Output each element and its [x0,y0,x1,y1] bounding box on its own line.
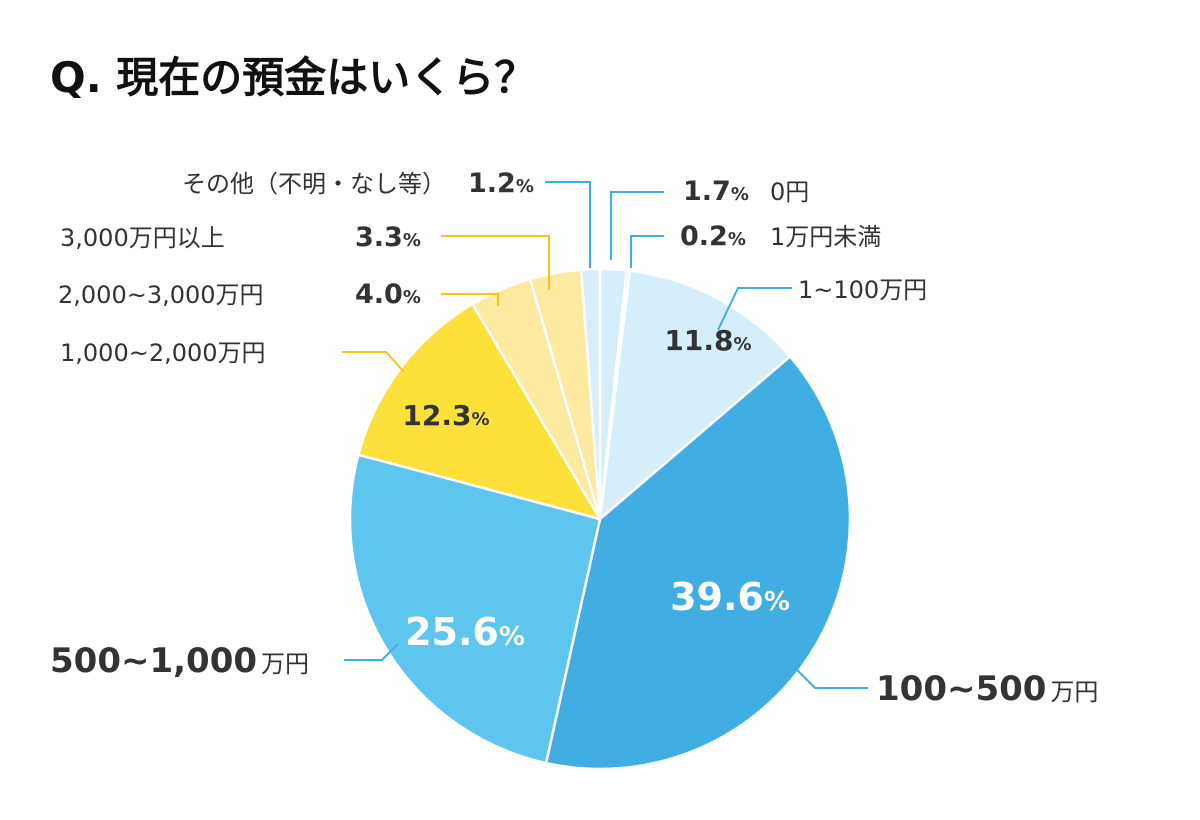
pie-slice-3 [544,355,852,771]
slice-value-3: 39.6% [670,575,790,619]
slice-value-7: 3.3% [355,222,421,253]
leader-line-1 [630,235,664,268]
leader-line-5 [342,351,405,373]
slice-label-3: 100~500 万円 [876,669,1098,709]
leader-lines [342,181,868,689]
leader-line-0 [610,191,664,260]
slice-value-2: 11.8% [664,324,751,357]
leader-line-3 [794,667,868,689]
slice-value-6: 4.0% [355,279,421,310]
slice-value-0: 1.7% [683,176,749,207]
leader-line-2 [717,287,792,331]
slice-label-4: 500~1,000 万円 [50,641,309,681]
slice-label-5: 1,000~2,000万円 [60,339,266,367]
slice-value-8: 1.2% [468,168,534,199]
pie-slice-2 [598,269,792,521]
leader-line-4 [344,643,399,661]
slice-label-6: 2,000~3,000万円 [58,281,264,309]
slice-label-1: 1万円未満 [770,223,881,251]
slice-label-8: その他（不明・なし等） [182,170,446,198]
leader-line-8 [545,181,591,268]
slice-value-5: 12.3% [402,399,489,432]
pie-slices [348,267,852,771]
slice-label-0: 0円 [770,178,809,206]
slice-value-1: 0.2% [680,221,746,252]
slice-value-4: 25.6% [405,610,525,654]
slice-labels: 1.7% 0円 0.2% 1万円未満 1~100万円 100~500 万円 500~1,000… [50,168,1098,709]
leader-line-7 [441,235,550,290]
leader-line-6 [441,293,499,306]
pie-slice-8 [579,267,602,521]
pie-slice-4 [348,453,602,765]
chart-title: Q. 現在の預金はいくら？ [50,53,536,102]
slice-label-2: 1~100万円 [798,276,927,304]
slice-label-7: 3,000万円以上 [60,224,225,252]
